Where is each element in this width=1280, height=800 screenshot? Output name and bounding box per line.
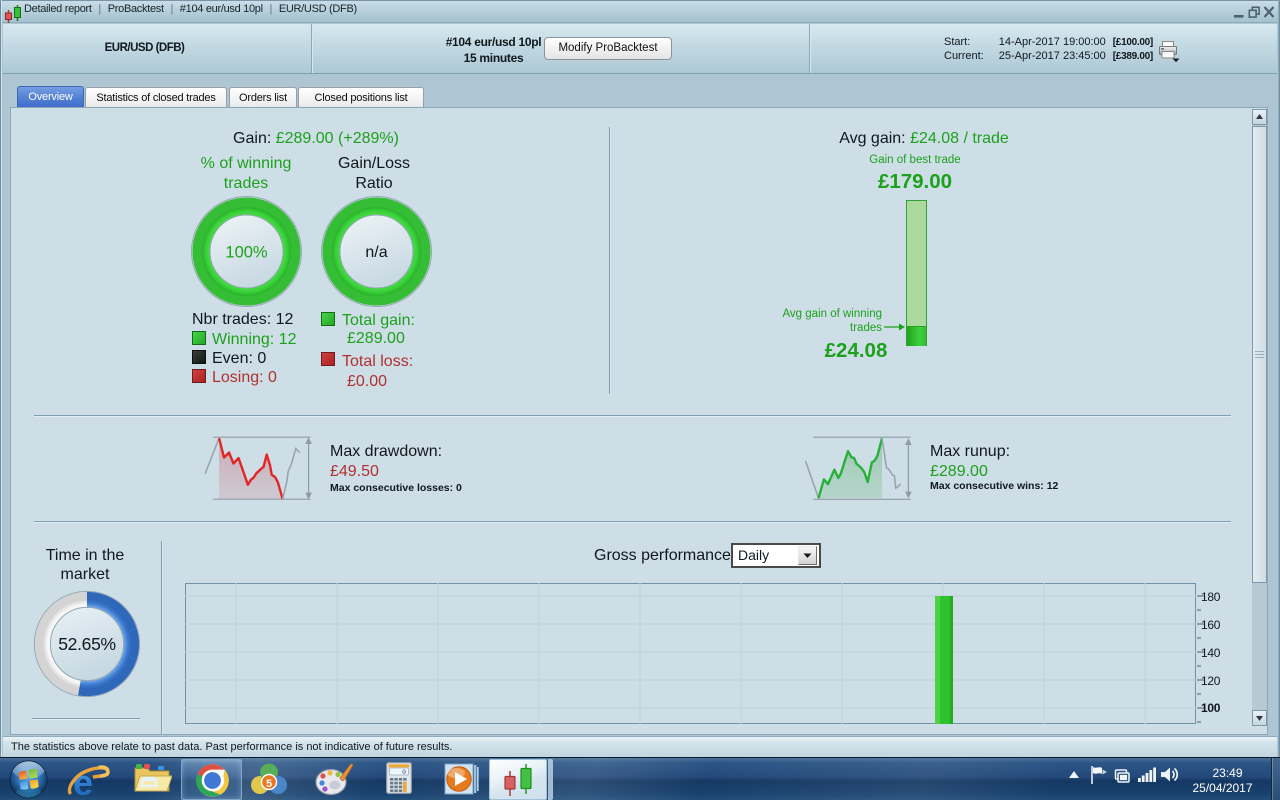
svg-text:n/a: n/a (365, 244, 387, 261)
svg-text:0: 0 (402, 769, 406, 776)
svg-text:100%: 100% (225, 244, 268, 262)
svg-text:5: 5 (266, 778, 272, 790)
svg-text:52.65%: 52.65% (58, 634, 116, 654)
